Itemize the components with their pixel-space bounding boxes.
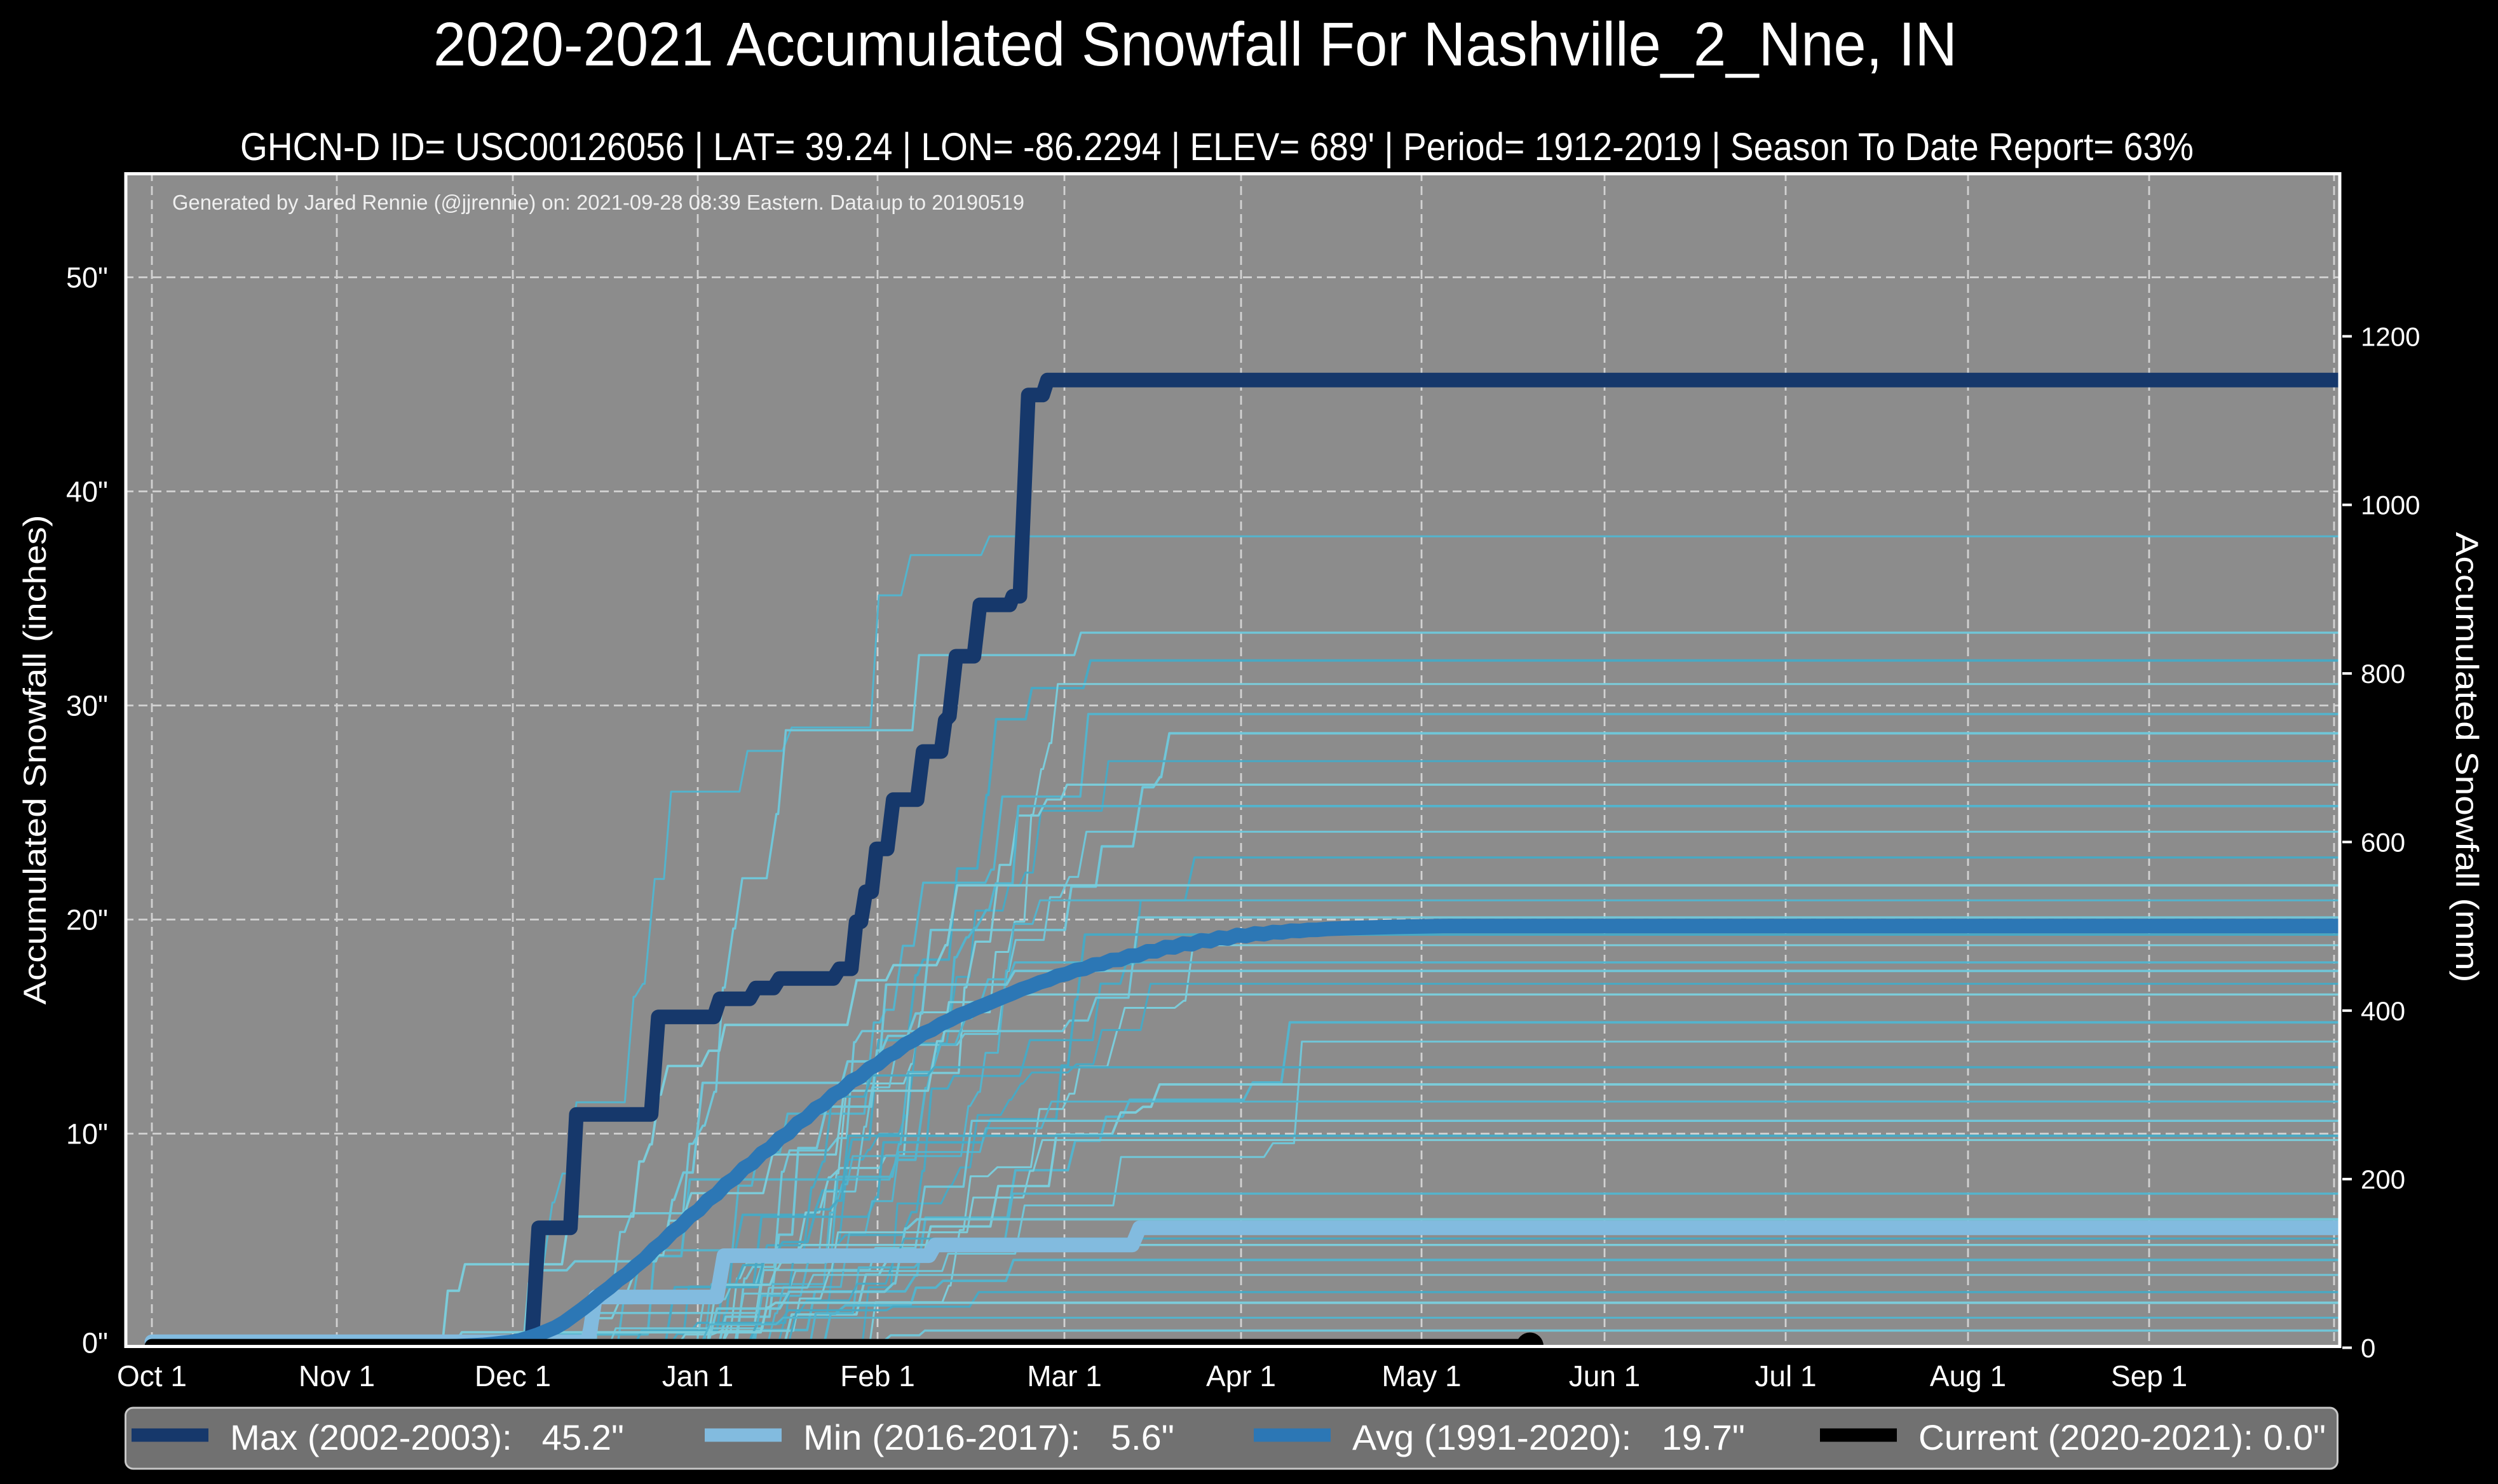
svg-text:Feb 1: Feb 1 — [840, 1359, 915, 1393]
svg-text:20": 20" — [66, 904, 108, 936]
svg-text:Mar 1: Mar 1 — [1027, 1359, 1102, 1393]
svg-text:Jan 1: Jan 1 — [662, 1359, 734, 1393]
svg-text:Jun 1: Jun 1 — [1569, 1359, 1641, 1393]
svg-text:1200: 1200 — [2361, 321, 2420, 351]
svg-text:Min (2016-2017): 5.6": Min (2016-2017): 5.6" — [803, 1417, 1174, 1457]
svg-text:30": 30" — [66, 690, 108, 722]
svg-text:2020-2021 Accumulated Snowfall: 2020-2021 Accumulated Snowfall For Nashv… — [433, 10, 1957, 79]
svg-text:Jul 1: Jul 1 — [1755, 1359, 1816, 1393]
svg-text:May 1: May 1 — [1381, 1359, 1461, 1393]
svg-text:Oct 1: Oct 1 — [117, 1359, 187, 1393]
svg-text:600: 600 — [2361, 827, 2405, 857]
svg-text:Dec 1: Dec 1 — [475, 1359, 551, 1393]
svg-text:10": 10" — [66, 1118, 108, 1150]
svg-text:50": 50" — [66, 262, 108, 294]
svg-text:Accumulated Snowfall (mm): Accumulated Snowfall (mm) — [2449, 532, 2485, 983]
svg-text:Max (2002-2003): 45.2": Max (2002-2003): 45.2" — [230, 1417, 624, 1457]
svg-text:Current (2020-2021): 0.0": Current (2020-2021): 0.0" — [1918, 1417, 2326, 1457]
svg-text:Avg (1991-2020): 19.7": Avg (1991-2020): 19.7" — [1352, 1417, 1745, 1457]
svg-text:0": 0" — [82, 1327, 108, 1359]
svg-text:Aug 1: Aug 1 — [1930, 1359, 2006, 1393]
svg-text:Accumulated Snowfall (inches): Accumulated Snowfall (inches) — [17, 515, 53, 1005]
svg-text:Nov 1: Nov 1 — [299, 1359, 375, 1393]
svg-text:200: 200 — [2361, 1164, 2405, 1194]
svg-text:40": 40" — [66, 476, 108, 508]
svg-text:800: 800 — [2361, 659, 2405, 689]
svg-text:400: 400 — [2361, 996, 2405, 1026]
svg-text:Apr 1: Apr 1 — [1206, 1359, 1276, 1393]
svg-text:Generated by Jared Rennie (@jj: Generated by Jared Rennie (@jjrennie) on… — [172, 191, 1024, 214]
svg-text:0: 0 — [2361, 1333, 2375, 1363]
svg-text:1000: 1000 — [2361, 490, 2420, 520]
svg-text:GHCN-D ID= USC00126056 | LAT=: GHCN-D ID= USC00126056 | LAT= 39.24 | LO… — [240, 125, 2194, 168]
svg-text:Sep 1: Sep 1 — [2111, 1359, 2187, 1393]
